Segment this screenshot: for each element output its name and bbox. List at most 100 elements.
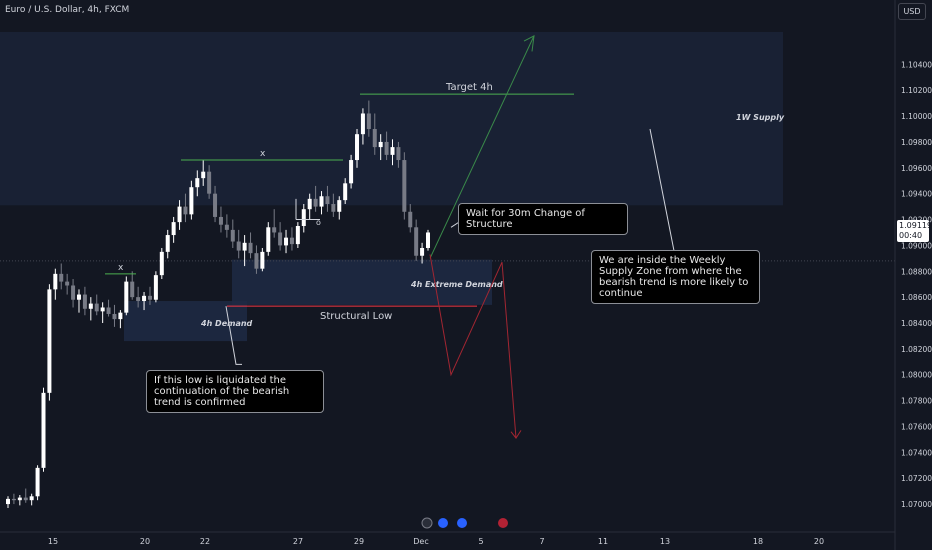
flag-icon [457, 518, 467, 528]
chart-title: Euro / U.S. Dollar, 4h, FXCM [5, 5, 130, 15]
y-axis: 1.10400 1.10200 1.10000 1.09800 1.09600 1.094… [894, 0, 932, 550]
y-tick-label: 1.10400 [901, 60, 932, 69]
demand-label: 4h Demand [200, 319, 253, 328]
candle-body [159, 251, 164, 276]
candle-body [242, 242, 247, 251]
candle-body [366, 113, 371, 129]
candle-body [230, 229, 235, 242]
flag-icon [438, 518, 448, 528]
y-tick-label: 1.09800 [901, 138, 932, 147]
candle-body [130, 281, 135, 298]
y-tick-label: 1.08400 [901, 319, 932, 328]
candle-body [124, 281, 129, 313]
candle-body [402, 160, 407, 212]
y-tick-label: 1.09000 [901, 241, 932, 250]
y-tick-label: 1.07800 [901, 397, 932, 406]
y-axis-bg [895, 0, 932, 550]
candle-body [82, 294, 87, 309]
candle-body [11, 498, 16, 501]
candle-body [183, 206, 188, 215]
candle-body [207, 171, 212, 194]
candle-body [426, 232, 430, 248]
candle-body [17, 497, 22, 501]
candles-layer [6, 100, 430, 508]
y-tick-label: 1.07000 [901, 500, 932, 509]
candle-body [88, 303, 93, 309]
candle-body [59, 273, 64, 282]
y-tick-label: 1.08800 [901, 267, 932, 276]
candle-body [414, 227, 419, 256]
candle-body [260, 251, 265, 269]
candle-body [29, 496, 34, 501]
candle-body [53, 273, 58, 290]
candle-body [384, 141, 389, 155]
candle-body [41, 392, 46, 468]
candle-body [343, 183, 348, 201]
candle-body [307, 198, 312, 210]
x-tick-label: 29 [354, 537, 364, 546]
bullish-arrowhead [523, 34, 535, 52]
candle-body [349, 160, 354, 184]
candle-body [201, 171, 206, 179]
candle-body [218, 216, 223, 225]
candle-body [153, 275, 158, 300]
candle-body [47, 289, 52, 393]
currency-button[interactable]: USD [898, 3, 926, 20]
callout-weekly[interactable]: We are inside the Weekly Supply Zone fro… [591, 250, 760, 304]
flag-icon [498, 518, 508, 528]
x-tick-label: 27 [293, 537, 303, 546]
zones-layer [0, 32, 895, 342]
candle-body [420, 247, 425, 256]
bearish-arrowhead [510, 430, 522, 439]
y-tick-label: 1.08000 [901, 371, 932, 380]
callout-liquidate[interactable]: If this low is liquidated the continuati… [146, 370, 324, 413]
lightning-icon [421, 517, 433, 529]
x-label-1: x [118, 263, 124, 273]
candle-body [284, 237, 289, 246]
candle-body [236, 241, 241, 251]
candle-body [355, 134, 360, 161]
candle-body [319, 196, 324, 207]
candle-body [301, 209, 306, 226]
candle-body [390, 147, 395, 155]
bearish-projection [429, 254, 517, 439]
candle-body [106, 307, 111, 314]
y-tick-label: 1.10200 [901, 86, 932, 95]
candle-body [112, 313, 117, 320]
y-tick-label: 1.07400 [901, 448, 932, 457]
candle-body [396, 147, 401, 161]
o-label: o [316, 218, 321, 227]
y-tick-label: 1.10000 [901, 112, 932, 121]
bullish-projection [429, 35, 535, 259]
candle-body [136, 297, 141, 302]
candle-body [171, 222, 176, 236]
x-tick-label: 11 [598, 537, 608, 546]
candle-body [337, 200, 342, 212]
y-tick-label: 1.08600 [901, 293, 932, 302]
candle-body [248, 242, 253, 254]
candle-body [76, 294, 81, 300]
last-price: 1.09119 [899, 221, 932, 230]
candle-body [165, 235, 170, 252]
target-label: Target 4h [445, 82, 493, 93]
candle-body [360, 113, 365, 135]
y-tick-label: 1.07200 [901, 474, 932, 483]
structural-low-label: Structural Low [320, 311, 392, 322]
y-tick-label: 1.09400 [901, 190, 932, 199]
candle-body [94, 303, 99, 312]
candle-body [65, 281, 70, 286]
callout-wait[interactable]: Wait for 30m Change of Structure [458, 203, 628, 235]
x-tick-label: Dec [413, 537, 428, 546]
x-tick-label: 15 [48, 537, 58, 546]
candle-body [272, 227, 277, 233]
candle-body [289, 237, 294, 245]
drawings-layer: Target 4h x x o Structural Low 1W Supply 4h Ex… [105, 34, 785, 439]
x-tick-label: 7 [539, 537, 544, 546]
candle-body [195, 178, 200, 188]
candle-body [6, 498, 10, 505]
x-tick-label: 22 [200, 537, 210, 546]
candle-body [177, 206, 182, 223]
x-tick-label: 20 [140, 537, 150, 546]
candle-body [266, 227, 271, 252]
